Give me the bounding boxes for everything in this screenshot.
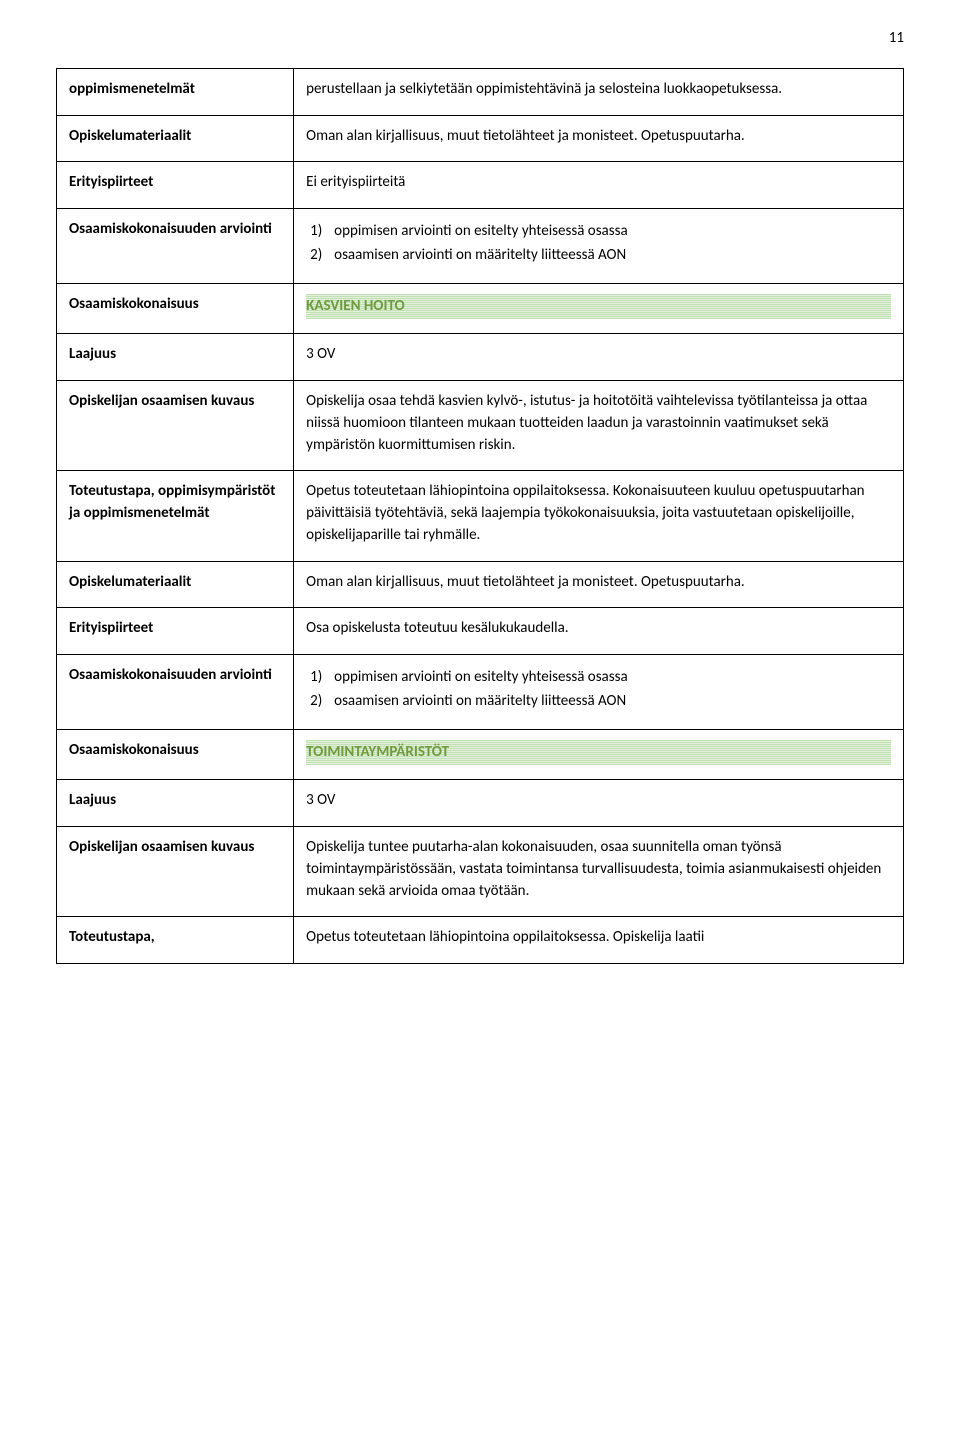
table-row: Toteutustapa, oppimisympäristöt ja oppim…: [57, 471, 904, 561]
table-row: Laajuus 3 OV: [57, 334, 904, 381]
section-highlight: TOIMINTAYMPÄRISTÖT: [306, 740, 891, 766]
list-item: oppimisen arviointi on esitelty yhteises…: [334, 667, 891, 689]
table-row: Osaamiskokonaisuuden arviointi oppimisen…: [57, 209, 904, 284]
table-row: Opiskelumateriaalit Oman alan kirjallisu…: [57, 561, 904, 608]
table-row: Toteutustapa, Opetus toteutetaan lähiopi…: [57, 917, 904, 964]
row-label: Erityispiirteet: [57, 162, 294, 209]
row-label: Osaamiskokonaisuuden arviointi: [57, 655, 294, 730]
section-highlight: KASVIEN HOITO: [306, 294, 891, 320]
table-row: oppimismenetelmät perustellaan ja selkiy…: [57, 68, 904, 115]
row-label: Erityispiirteet: [57, 608, 294, 655]
table-row: Erityispiirteet Osa opiskelusta toteutuu…: [57, 608, 904, 655]
row-label: Opiskelumateriaalit: [57, 561, 294, 608]
numbered-list: oppimisen arviointi on esitelty yhteises…: [306, 221, 891, 267]
row-label: Opiskelumateriaalit: [57, 115, 294, 162]
row-label: Toteutustapa, oppimisympäristöt ja oppim…: [57, 471, 294, 561]
section-label: Osaamiskokonaisuus: [57, 283, 294, 334]
numbered-list: oppimisen arviointi on esitelty yhteises…: [306, 667, 891, 713]
row-content: Opetus toteutetaan lähiopintoina oppilai…: [294, 917, 904, 964]
row-label: Laajuus: [57, 780, 294, 827]
row-content: Oman alan kirjallisuus, muut tietolähtee…: [294, 115, 904, 162]
row-label: Laajuus: [57, 334, 294, 381]
section-title-cell: KASVIEN HOITO: [294, 283, 904, 334]
table-row: Opiskelijan osaamisen kuvaus Opiskelija …: [57, 381, 904, 471]
row-label: oppimismenetelmät: [57, 68, 294, 115]
row-label: Toteutustapa,: [57, 917, 294, 964]
list-item: osaamisen arviointi on määritelty liitte…: [334, 691, 891, 713]
row-content: oppimisen arviointi on esitelty yhteises…: [294, 209, 904, 284]
list-item: osaamisen arviointi on määritelty liitte…: [334, 245, 891, 267]
row-content: oppimisen arviointi on esitelty yhteises…: [294, 655, 904, 730]
section-title: TOIMINTAYMPÄRISTÖT: [306, 743, 449, 761]
row-content: Ei erityispiirteitä: [294, 162, 904, 209]
row-content: Opiskelija osaa tehdä kasvien kylvö-, is…: [294, 381, 904, 471]
document-table: oppimismenetelmät perustellaan ja selkiy…: [56, 68, 904, 964]
table-row: Laajuus 3 OV: [57, 780, 904, 827]
row-content: 3 OV: [294, 334, 904, 381]
table-row: Erityispiirteet Ei erityispiirteitä: [57, 162, 904, 209]
row-content: Opiskelija tuntee puutarha-alan kokonais…: [294, 827, 904, 917]
section-row: Osaamiskokonaisuus KASVIEN HOITO: [57, 283, 904, 334]
row-content: 3 OV: [294, 780, 904, 827]
row-content: Osa opiskelusta toteutuu kesälukukaudell…: [294, 608, 904, 655]
row-label: Osaamiskokonaisuuden arviointi: [57, 209, 294, 284]
section-title-cell: TOIMINTAYMPÄRISTÖT: [294, 729, 904, 780]
row-content: Opetus toteutetaan lähiopintoina oppilai…: [294, 471, 904, 561]
row-content: Oman alan kirjallisuus, muut tietolähtee…: [294, 561, 904, 608]
section-title: KASVIEN HOITO: [306, 297, 404, 315]
table-row: Opiskelijan osaamisen kuvaus Opiskelija …: [57, 827, 904, 917]
row-label: Opiskelijan osaamisen kuvaus: [57, 827, 294, 917]
list-item: oppimisen arviointi on esitelty yhteises…: [334, 221, 891, 243]
section-row: Osaamiskokonaisuus TOIMINTAYMPÄRISTÖT: [57, 729, 904, 780]
row-label: Opiskelijan osaamisen kuvaus: [57, 381, 294, 471]
page-number: 11: [56, 28, 904, 50]
row-content: perustellaan ja selkiytetään oppimisteht…: [294, 68, 904, 115]
table-row: Osaamiskokonaisuuden arviointi oppimisen…: [57, 655, 904, 730]
section-label: Osaamiskokonaisuus: [57, 729, 294, 780]
table-row: Opiskelumateriaalit Oman alan kirjallisu…: [57, 115, 904, 162]
